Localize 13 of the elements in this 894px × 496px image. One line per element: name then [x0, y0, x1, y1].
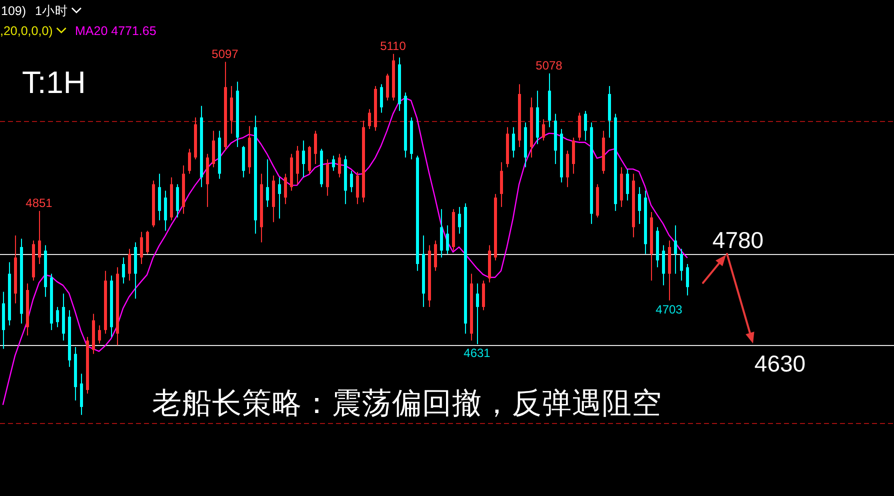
annotation: 5097 [212, 46, 238, 61]
annotation: 109) [1, 4, 26, 18]
annotation: 4851 [26, 196, 52, 210]
annotation: 4631 [464, 346, 490, 360]
annotation: 5078 [536, 58, 562, 72]
annotation: 4780 [712, 226, 764, 253]
annotation: 1小时 [35, 4, 68, 18]
annotation: 5110 [380, 38, 406, 53]
annotation: ,20,0,0,0) [0, 24, 53, 38]
annotation: 老船长策略：震荡偏回撤，反弹遇阻空 [152, 387, 662, 420]
annotation: 4703 [656, 302, 682, 316]
annotation: 4630 [754, 350, 806, 376]
title: T:1H [22, 65, 86, 100]
